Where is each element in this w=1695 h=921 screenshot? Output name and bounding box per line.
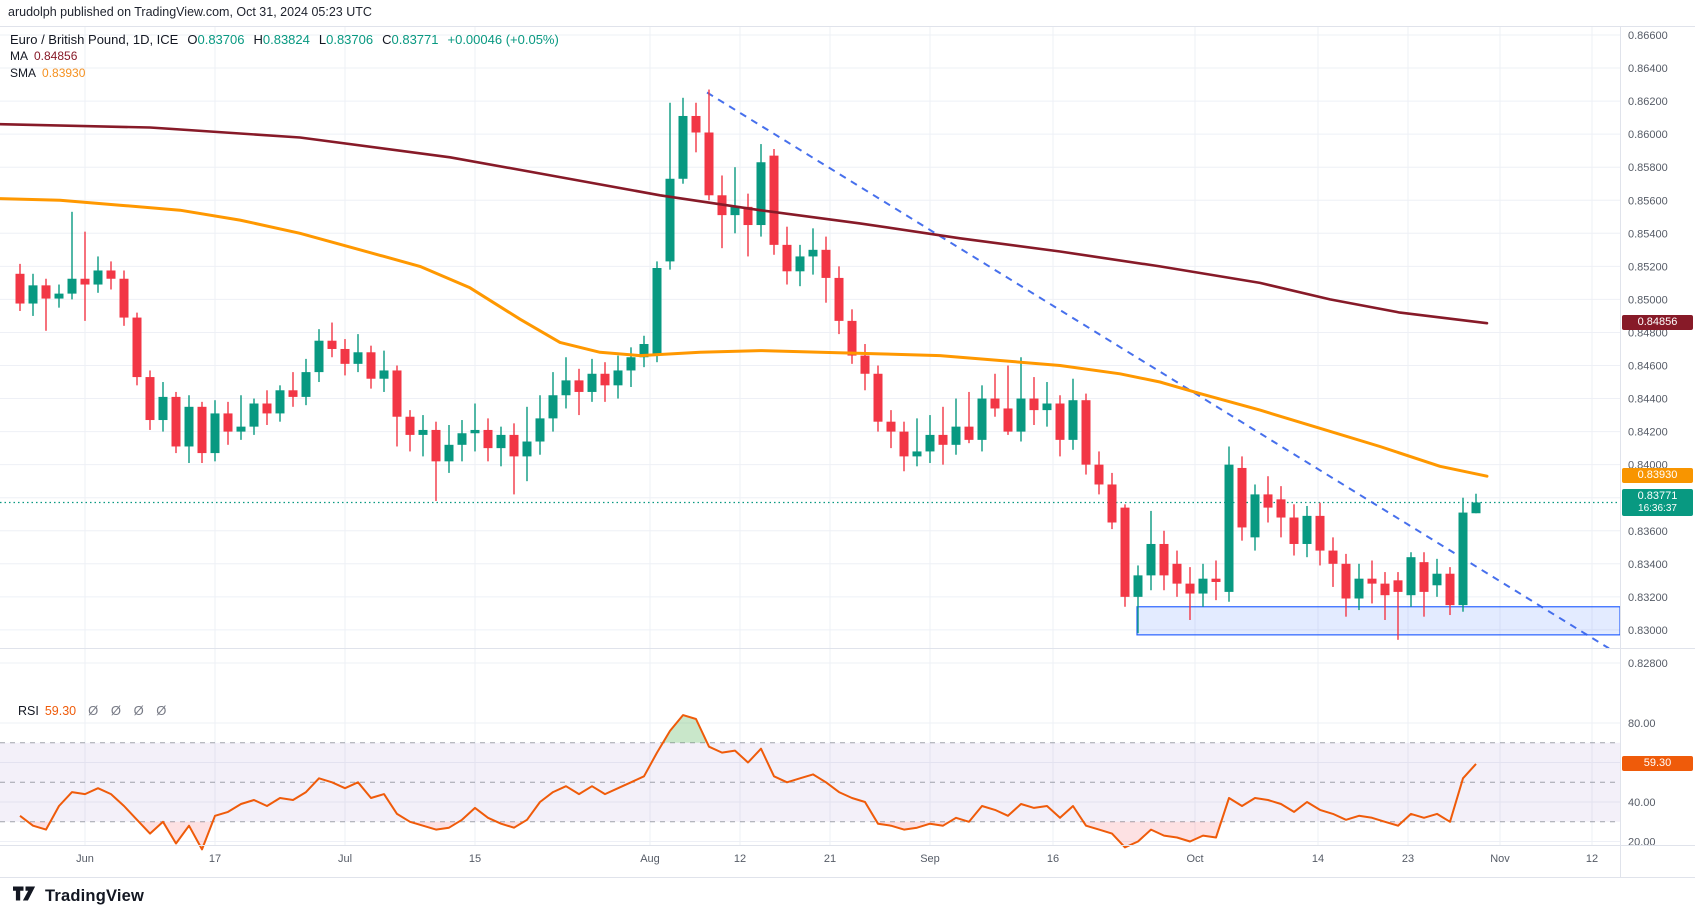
attribution-text: arudolph published on TradingView.com, O… <box>8 5 372 19</box>
svg-text:Sep: Sep <box>920 853 940 865</box>
svg-text:80.00: 80.00 <box>1628 718 1656 730</box>
svg-text:0.86000: 0.86000 <box>1628 129 1668 141</box>
open-value: 0.83706 <box>197 32 245 47</box>
gridlines <box>0 27 1620 845</box>
last-price-badge: 0.83771 16:36:37 <box>1622 489 1693 517</box>
ma-price-badge: 0.84856 <box>1622 315 1693 331</box>
svg-text:0.83200: 0.83200 <box>1628 592 1668 604</box>
rsi-legend[interactable]: RSI 59.30 Ø Ø Ø Ø <box>18 703 166 718</box>
low-value: 0.83706 <box>326 32 374 47</box>
svg-text:0.83400: 0.83400 <box>1628 559 1668 571</box>
svg-text:0.82800: 0.82800 <box>1628 658 1668 670</box>
symbol-title[interactable]: Euro / British Pound, 1D, ICE <box>10 32 179 47</box>
change-value: +0.00046 (+0.05%) <box>447 32 559 47</box>
sma-value: 0.83930 <box>42 66 86 80</box>
svg-text:Nov: Nov <box>1490 853 1510 865</box>
rsi-value-badge: 59.30 <box>1622 755 1693 771</box>
legend-row-ma[interactable]: MA 0.84856 <box>10 48 559 65</box>
tradingview-brand[interactable]: TradingView <box>45 886 145 905</box>
svg-text:15: 15 <box>469 853 481 865</box>
svg-text:0.85000: 0.85000 <box>1628 294 1668 306</box>
close-value: 0.83771 <box>391 32 439 47</box>
svg-text:12: 12 <box>734 853 746 865</box>
svg-text:17: 17 <box>209 853 221 865</box>
sma-line <box>0 197 1489 478</box>
rsi-value: 59.30 <box>44 704 77 718</box>
candlestick-series <box>15 89 1481 640</box>
svg-text:0.86400: 0.86400 <box>1628 63 1668 75</box>
svg-text:23: 23 <box>1402 853 1414 865</box>
svg-text:0.83600: 0.83600 <box>1628 526 1668 538</box>
svg-text:12: 12 <box>1586 853 1598 865</box>
sma-label: SMA <box>10 66 37 80</box>
last-price-value: 0.83771 <box>1637 490 1678 503</box>
symbol-legend[interactable]: Euro / British Pound, 1D, ICE O0.83706 H0.… <box>10 31 559 82</box>
high-label: H <box>253 32 263 47</box>
svg-text:0.85200: 0.85200 <box>1628 261 1668 273</box>
svg-text:0.86600: 0.86600 <box>1628 30 1668 42</box>
low-label: L <box>318 32 327 47</box>
svg-text:0.84600: 0.84600 <box>1628 361 1668 373</box>
price-axis[interactable]: 0.86600 0.86400 0.86200 0.86000 0.85800 0.856… <box>1628 30 1668 849</box>
ma-label: MA <box>10 49 28 63</box>
svg-text:0.83000: 0.83000 <box>1628 625 1668 637</box>
bar-countdown: 16:36:37 <box>1638 503 1677 515</box>
svg-text:Jul: Jul <box>338 853 352 865</box>
svg-text:16: 16 <box>1047 853 1059 865</box>
svg-text:0.85600: 0.85600 <box>1628 195 1668 207</box>
close-label: C <box>382 32 392 47</box>
svg-text:0.84800: 0.84800 <box>1628 327 1668 339</box>
footer: TradingView <box>12 883 144 909</box>
support-zone[interactable] <box>1136 606 1621 636</box>
svg-text:0.84200: 0.84200 <box>1628 427 1668 439</box>
svg-text:Oct: Oct <box>1186 853 1203 865</box>
svg-text:0.84400: 0.84400 <box>1628 394 1668 406</box>
descending-trendline[interactable] <box>706 91 1610 650</box>
sma-price-badge: 0.83930 <box>1622 468 1693 484</box>
ma-value: 0.84856 <box>34 49 78 63</box>
svg-text:Aug: Aug <box>640 853 660 865</box>
svg-text:40.00: 40.00 <box>1628 797 1656 809</box>
open-label: O <box>187 32 198 47</box>
attribution-bar: arudolph published on TradingView.com, O… <box>8 5 372 19</box>
svg-text:0.86200: 0.86200 <box>1628 96 1668 108</box>
time-axis[interactable]: Jun 17 Jul 15 Aug 12 21 Sep 16 Oct 14 23 Nov 12 <box>76 853 1598 865</box>
svg-text:14: 14 <box>1312 853 1324 865</box>
svg-text:21: 21 <box>824 853 836 865</box>
svg-text:0.85800: 0.85800 <box>1628 162 1668 174</box>
legend-row-sma[interactable]: SMA 0.83930 <box>10 65 559 82</box>
svg-text:20.00: 20.00 <box>1628 837 1656 849</box>
rsi-label: RSI <box>18 704 39 718</box>
ma-line <box>0 122 1489 325</box>
rsi-line <box>19 714 1477 851</box>
tradingview-logo-icon[interactable] <box>12 883 38 909</box>
svg-text:0.85400: 0.85400 <box>1628 228 1668 240</box>
rsi-hidden-source-icons: Ø Ø Ø Ø <box>88 703 167 718</box>
svg-text:Jun: Jun <box>76 853 94 865</box>
legend-row-main[interactable]: Euro / British Pound, 1D, ICE O0.83706 H0.… <box>10 31 559 48</box>
high-value: 0.83824 <box>262 32 310 47</box>
